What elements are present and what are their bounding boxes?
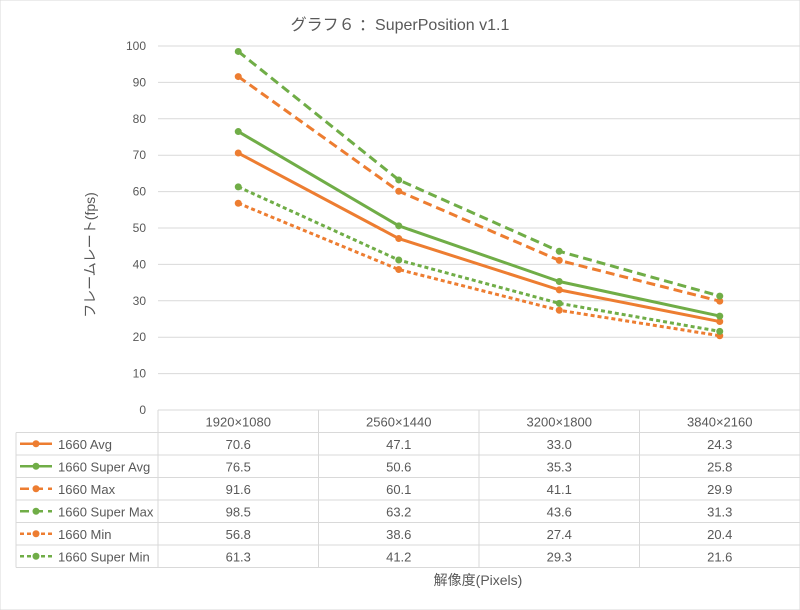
y-tick-label: 100 bbox=[126, 39, 146, 53]
legend-marker bbox=[32, 440, 40, 448]
data-point bbox=[395, 256, 403, 264]
chart-title: グラフ６ ：SuperPosition v1.1 bbox=[291, 16, 510, 34]
series-line bbox=[237, 75, 721, 303]
data-table-value: 76.5 bbox=[226, 459, 251, 474]
x-category-label: 1920×1080 bbox=[206, 414, 271, 429]
data-table-value: 63.2 bbox=[386, 504, 411, 519]
legend-marker bbox=[32, 485, 40, 493]
data-table-value: 33.0 bbox=[547, 437, 572, 452]
data-table-value: 21.6 bbox=[707, 549, 732, 564]
data-point bbox=[395, 235, 403, 243]
data-table-value: 20.4 bbox=[707, 527, 732, 542]
data-table-value: 91.6 bbox=[226, 482, 251, 497]
y-tick-label: 60 bbox=[133, 185, 147, 199]
legend-marker bbox=[32, 507, 40, 515]
legend-label: 1660 Super Min bbox=[58, 549, 150, 564]
data-table-value: 70.6 bbox=[226, 437, 251, 452]
series-line bbox=[237, 130, 721, 318]
data-point bbox=[716, 318, 724, 326]
x-category-label: 3840×2160 bbox=[687, 414, 752, 429]
data-point bbox=[555, 278, 563, 286]
y-tick-label: 30 bbox=[133, 294, 147, 308]
data-point bbox=[716, 297, 724, 305]
legend-marker bbox=[32, 552, 40, 560]
series-line bbox=[237, 50, 721, 298]
data-point bbox=[395, 176, 403, 184]
data-point bbox=[395, 265, 403, 273]
data-table-value: 27.4 bbox=[547, 527, 572, 542]
data-table-value: 47.1 bbox=[386, 437, 411, 452]
data-point bbox=[555, 286, 563, 294]
data-table-value: 60.1 bbox=[386, 482, 411, 497]
y-tick-label: 80 bbox=[133, 112, 147, 126]
data-table-value: 56.8 bbox=[226, 527, 251, 542]
data-table-value: 98.5 bbox=[226, 504, 251, 519]
data-point bbox=[555, 299, 563, 307]
data-table-value: 38.6 bbox=[386, 527, 411, 542]
data-point bbox=[716, 327, 724, 335]
y-tick-label: 70 bbox=[133, 148, 147, 162]
y-tick-label: 90 bbox=[133, 75, 147, 89]
data-table-value: 41.2 bbox=[386, 549, 411, 564]
series-line bbox=[237, 185, 721, 333]
x-category-label: 3200×1800 bbox=[527, 414, 592, 429]
data-point bbox=[716, 312, 724, 320]
data-point bbox=[555, 256, 563, 264]
data-point bbox=[234, 128, 242, 136]
y-axis-title: フレームレート(fps) bbox=[82, 192, 98, 318]
data-point bbox=[716, 292, 724, 300]
data-point bbox=[234, 149, 242, 157]
data-table-value: 35.3 bbox=[547, 459, 572, 474]
legend-label: 1660 Super Avg bbox=[58, 459, 150, 474]
y-tick-label: 10 bbox=[133, 367, 147, 381]
series-line bbox=[237, 151, 721, 324]
x-category-label: 2560×1440 bbox=[366, 414, 431, 429]
legend-label: 1660 Super Max bbox=[58, 504, 154, 519]
data-point bbox=[555, 247, 563, 255]
data-point bbox=[234, 73, 242, 81]
data-table: 1920×1080 2560×1440 3200×1800 3840×2160 1660… bbox=[15, 409, 800, 568]
legend-label: 1660 Min bbox=[58, 527, 111, 542]
x-axis-title: 解像度(Pixels) bbox=[434, 572, 523, 588]
data-point bbox=[555, 306, 563, 314]
data-point bbox=[234, 199, 242, 207]
data-point bbox=[395, 222, 403, 230]
y-tick-label: 0 bbox=[139, 403, 146, 417]
data-table-value: 24.3 bbox=[707, 437, 732, 452]
data-point bbox=[234, 47, 242, 55]
y-tick-label: 50 bbox=[133, 221, 147, 235]
series-lines bbox=[234, 47, 724, 340]
data-table-value: 31.3 bbox=[707, 504, 732, 519]
gridlines bbox=[158, 45, 800, 411]
legend-label: 1660 Avg bbox=[58, 437, 112, 452]
data-table-value: 29.3 bbox=[547, 549, 572, 564]
data-table-value: 50.6 bbox=[386, 459, 411, 474]
legend-label: 1660 Max bbox=[58, 482, 116, 497]
legend-marker bbox=[32, 530, 40, 538]
data-table-value: 43.6 bbox=[547, 504, 572, 519]
series-line bbox=[237, 201, 720, 338]
data-table-value: 25.8 bbox=[707, 459, 732, 474]
y-axis-ticks: 0 10 20 30 40 50 60 70 80 90 100 bbox=[126, 39, 146, 417]
y-tick-label: 20 bbox=[133, 330, 147, 344]
y-tick-label: 40 bbox=[133, 257, 147, 271]
data-point bbox=[395, 187, 403, 195]
data-table-value: 29.9 bbox=[707, 482, 732, 497]
data-table-value: 41.1 bbox=[547, 482, 572, 497]
data-table-value: 61.3 bbox=[226, 549, 251, 564]
legend-marker bbox=[32, 462, 40, 470]
data-point bbox=[234, 183, 242, 191]
